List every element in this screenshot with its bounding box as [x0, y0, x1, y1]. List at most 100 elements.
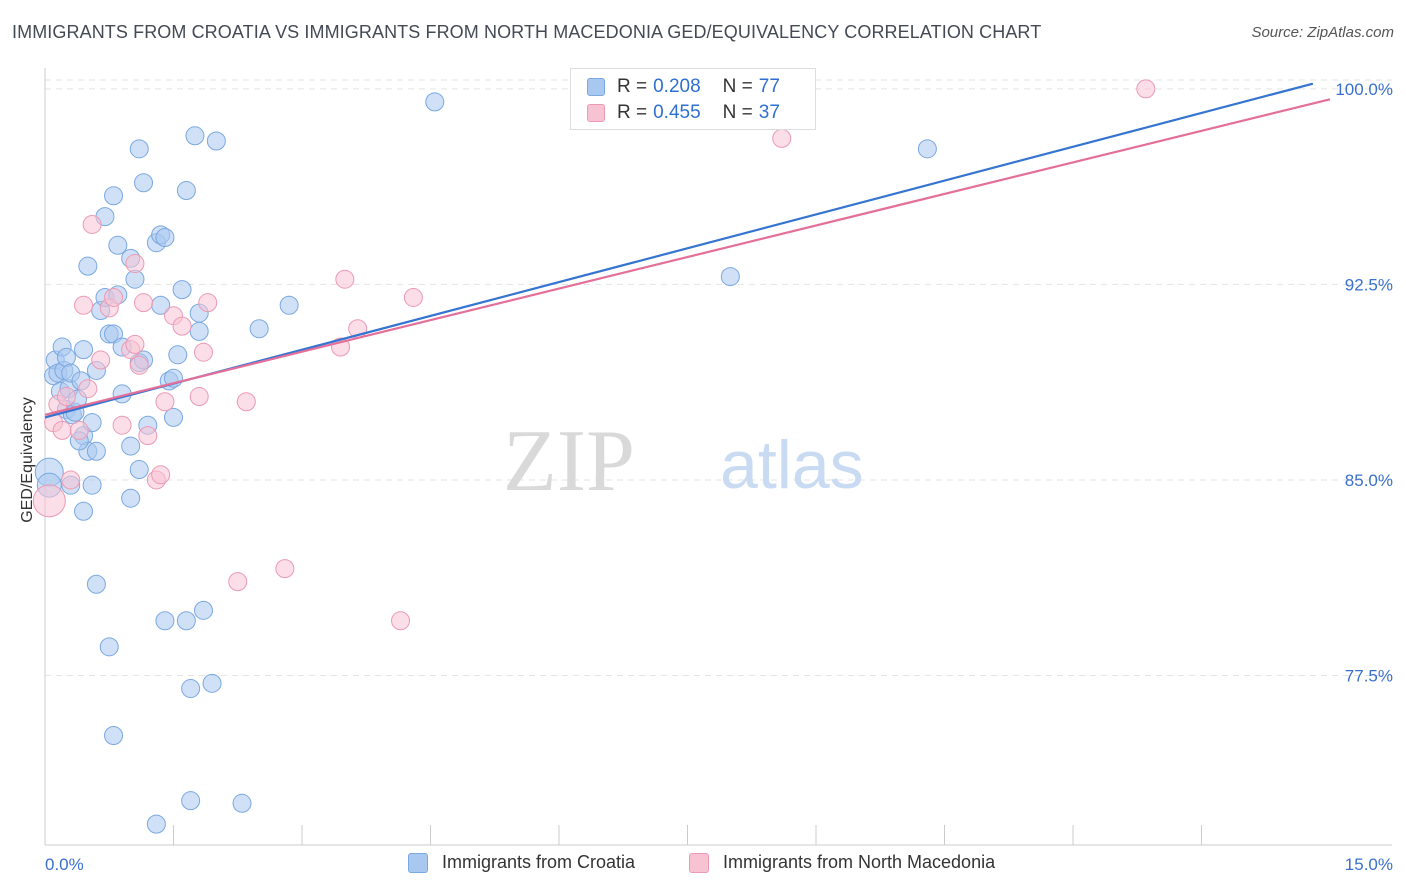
north-macedonia-point	[125, 254, 145, 274]
croatia-point	[917, 139, 937, 159]
grid-lines	[45, 79, 1392, 677]
croatia-point	[86, 574, 106, 594]
legend-row-north-macedonia: R = 0.455 N = 37	[587, 101, 780, 125]
north-macedonia-point	[104, 287, 124, 307]
legend-swatch-blue	[587, 78, 605, 96]
north-macedonia-point	[228, 572, 248, 592]
north-macedonia-point	[403, 287, 423, 307]
y-axis-label: GED/Equivalency	[19, 397, 36, 523]
croatia-point	[202, 673, 222, 693]
legend-n-label: N =	[722, 102, 753, 123]
north-macedonia-point	[193, 342, 213, 362]
croatia-point	[104, 186, 124, 206]
chart-title: IMMIGRANTS FROM CROATIA VS IMMIGRANTS FR…	[12, 22, 1042, 42]
croatia-point	[121, 436, 141, 456]
watermark: ZIP atlas	[503, 413, 864, 510]
croatia-point	[108, 235, 128, 255]
croatia-point	[155, 227, 175, 247]
north-macedonia-point	[391, 611, 411, 631]
croatia-point	[134, 173, 154, 193]
croatia-point	[78, 256, 98, 276]
bottom-legend-north-macedonia: Immigrants from North Macedonia	[689, 852, 995, 873]
croatia-point	[176, 181, 196, 201]
croatia-point	[232, 793, 252, 813]
croatia-trend-line	[44, 82, 1314, 419]
legend-r-label: R =	[617, 76, 648, 97]
data-points	[32, 79, 1156, 834]
north-macedonia-trend-line	[44, 98, 1331, 416]
legend-row-croatia: R = 0.208 N = 77	[587, 75, 780, 99]
north-macedonia-point	[69, 420, 89, 440]
north-macedonia-point	[32, 484, 66, 518]
legend-swatch-pink	[587, 104, 605, 122]
croatia-point	[129, 139, 149, 159]
north-macedonia-point	[172, 316, 192, 336]
y-tick-label: 77.5%	[1345, 667, 1393, 686]
north-macedonia-point	[198, 293, 218, 313]
croatia-point	[82, 475, 102, 495]
x-tick-label: 0.0%	[45, 855, 84, 874]
north-macedonia-point	[125, 334, 145, 354]
north-macedonia-point	[236, 392, 256, 412]
croatia-point	[121, 488, 141, 508]
legend-r-label: R =	[617, 102, 648, 123]
watermark-atlas: atlas	[720, 427, 864, 503]
legend-n-value: 37	[758, 102, 780, 123]
croatia-point	[249, 319, 269, 339]
north-macedonia-point	[189, 387, 209, 407]
croatia-point	[176, 611, 196, 631]
axes	[44, 68, 1392, 846]
north-macedonia-point	[1136, 79, 1156, 99]
croatia-point	[56, 347, 76, 367]
croatia-point	[185, 126, 205, 146]
croatia-point	[720, 267, 740, 287]
stats-legend: R = 0.208 N = 77 R = 0.455 N = 37	[570, 68, 816, 130]
legend-r-value: 0.208	[653, 76, 701, 97]
croatia-point	[86, 441, 106, 461]
y-tick-label: 92.5%	[1345, 275, 1393, 294]
tick-labels: 100.0% 92.5% 85.0% 77.5% 0.0% 15.0%	[45, 80, 1393, 874]
north-macedonia-point	[82, 214, 102, 234]
croatia-point	[155, 611, 175, 631]
croatia-point	[74, 340, 94, 360]
north-macedonia-point	[78, 379, 98, 399]
legend-swatch-blue	[408, 852, 428, 873]
croatia-point	[104, 725, 124, 745]
north-macedonia-point	[335, 269, 355, 289]
north-macedonia-point	[112, 415, 132, 435]
north-macedonia-point	[155, 392, 175, 412]
croatia-point	[193, 600, 213, 620]
trend-lines	[44, 82, 1331, 419]
legend-label-north-macedonia: Immigrants from North Macedonia	[723, 852, 996, 872]
croatia-point	[279, 295, 299, 315]
croatia-point	[181, 679, 201, 699]
croatia-point	[189, 321, 209, 341]
croatia-point	[164, 407, 183, 427]
croatia-point	[146, 814, 166, 834]
north-macedonia-point	[275, 559, 295, 579]
legend-n-label: N =	[722, 76, 753, 97]
y-tick-label: 85.0%	[1345, 471, 1393, 490]
north-macedonia-point	[74, 295, 94, 315]
bottom-legend-croatia: Immigrants from Croatia	[408, 852, 635, 873]
croatia-point	[425, 92, 445, 112]
north-macedonia-point	[91, 350, 111, 370]
watermark-zip: ZIP	[503, 413, 635, 510]
croatia-point	[181, 791, 201, 811]
north-macedonia-point	[772, 128, 792, 148]
x-tick-label: 15.0%	[1345, 855, 1393, 874]
north-macedonia-point	[138, 426, 158, 446]
croatia-point	[206, 131, 226, 151]
north-macedonia-point	[134, 293, 154, 313]
legend-swatch-pink	[689, 852, 709, 873]
croatia-point	[168, 345, 188, 365]
north-macedonia-point	[56, 387, 76, 407]
croatia-point	[129, 460, 149, 480]
y-tick-label: 100.0%	[1335, 80, 1393, 99]
north-macedonia-point	[129, 355, 149, 375]
chart-source: Source: ZipAtlas.com	[1251, 24, 1394, 41]
croatia-point	[74, 501, 94, 521]
north-macedonia-point	[61, 470, 81, 490]
croatia-point	[99, 637, 119, 657]
